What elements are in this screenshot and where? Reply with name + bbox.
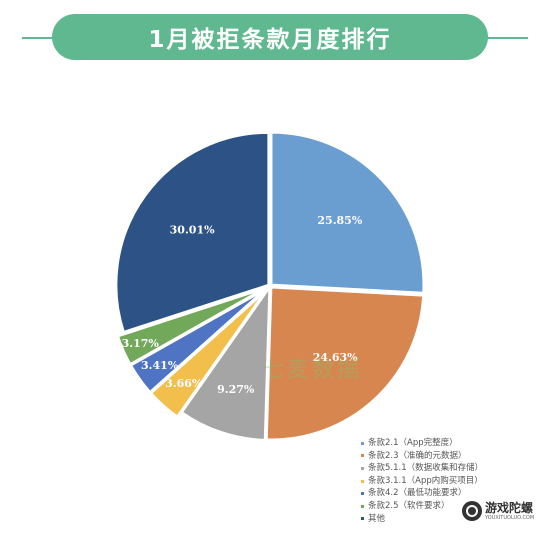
- pie-slice: [115, 131, 270, 334]
- slice-data-label: 9.27%: [217, 383, 255, 396]
- slice-data-label: 3.41%: [141, 359, 179, 372]
- pie-slice: [116, 288, 264, 366]
- legend-swatch: [361, 492, 364, 496]
- legend-label: 条款5.1.1（数据收集和存储）: [368, 463, 484, 474]
- legend-item: 条款5.1.1（数据收集和存储）: [361, 462, 483, 475]
- slice-data-label: 30.01%: [170, 223, 215, 236]
- brand-url: YOUXITUOLUO.COM: [485, 514, 535, 521]
- legend-label: 条款3.1.1（App内购买项目）: [368, 475, 483, 486]
- gyro-icon: [462, 501, 482, 521]
- legend-item: 条款2.1（App完整度）: [361, 437, 483, 450]
- legend-label: 条款2.3（准确的元数据）: [368, 450, 467, 461]
- slice-data-label: 3.66%: [165, 377, 203, 390]
- legend-swatch: [361, 517, 364, 521]
- legend-swatch: [361, 479, 364, 483]
- brand-logo: 游戏陀螺 YOUXITUOLUO.COM: [462, 494, 540, 528]
- pie-slice: [270, 131, 425, 294]
- brand-name: 游戏陀螺: [485, 500, 534, 515]
- legend-item: 条款2.3（准确的元数据）: [361, 450, 483, 463]
- legend-swatch: [361, 454, 364, 458]
- legend-item: 条款2.5（软件要求）: [361, 500, 483, 513]
- legend-label: 条款2.5（软件要求）: [368, 500, 450, 511]
- legend-swatch: [361, 466, 364, 470]
- legend-swatch: [361, 441, 364, 445]
- pie-slice: [180, 284, 271, 441]
- slice-data-label: 3.17%: [122, 337, 160, 350]
- legend-item: 条款3.1.1（App内购买项目）: [361, 475, 483, 488]
- legend-swatch: [361, 504, 364, 508]
- watermark: 七麦数据: [262, 358, 363, 383]
- chart-title: 1月被拒条款月度排行: [52, 14, 488, 60]
- pie-slice: [149, 291, 266, 418]
- legend-label: 条款4.2（最低功能要求）: [368, 488, 467, 499]
- slice-data-label: 25.85%: [317, 214, 362, 227]
- legend-item: 条款4.2（最低功能要求）: [361, 487, 483, 500]
- pie-slice: [265, 286, 425, 441]
- legend: 条款2.1（App完整度） 条款2.3（准确的元数据） 条款5.1.1（数据收集和存…: [361, 437, 483, 525]
- legend-label: 条款2.1（App完整度）: [368, 438, 458, 448]
- legend-item: 其他: [361, 513, 483, 526]
- pie-slice: [129, 289, 265, 394]
- legend-label: 其他: [368, 513, 386, 524]
- slice-data-label: 24.63%: [313, 351, 358, 364]
